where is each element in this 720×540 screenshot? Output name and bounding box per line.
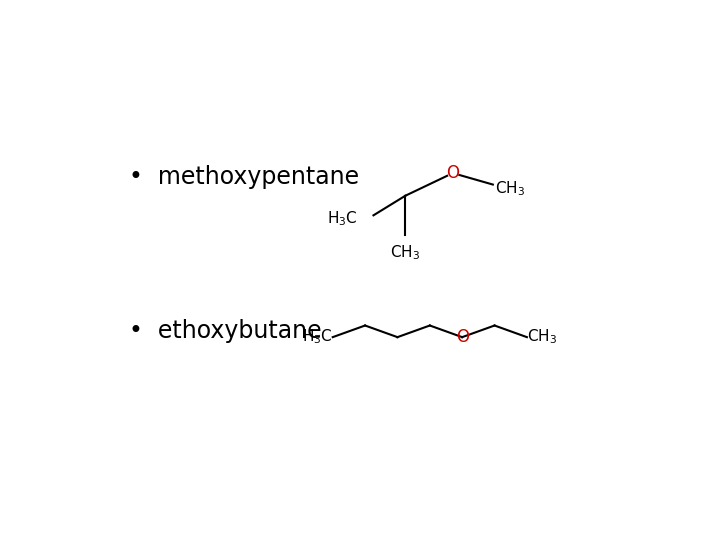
Text: O: O <box>446 164 459 182</box>
Text: CH$_3$: CH$_3$ <box>495 179 525 198</box>
Text: CH$_3$: CH$_3$ <box>390 244 420 262</box>
Text: H$_3$C: H$_3$C <box>327 210 358 228</box>
Text: •  ethoxybutane: • ethoxybutane <box>129 319 322 343</box>
Text: CH$_3$: CH$_3$ <box>527 328 557 347</box>
Text: H$_3$C: H$_3$C <box>302 328 333 347</box>
Text: O: O <box>456 328 469 346</box>
Text: •  methoxypentane: • methoxypentane <box>129 165 359 189</box>
